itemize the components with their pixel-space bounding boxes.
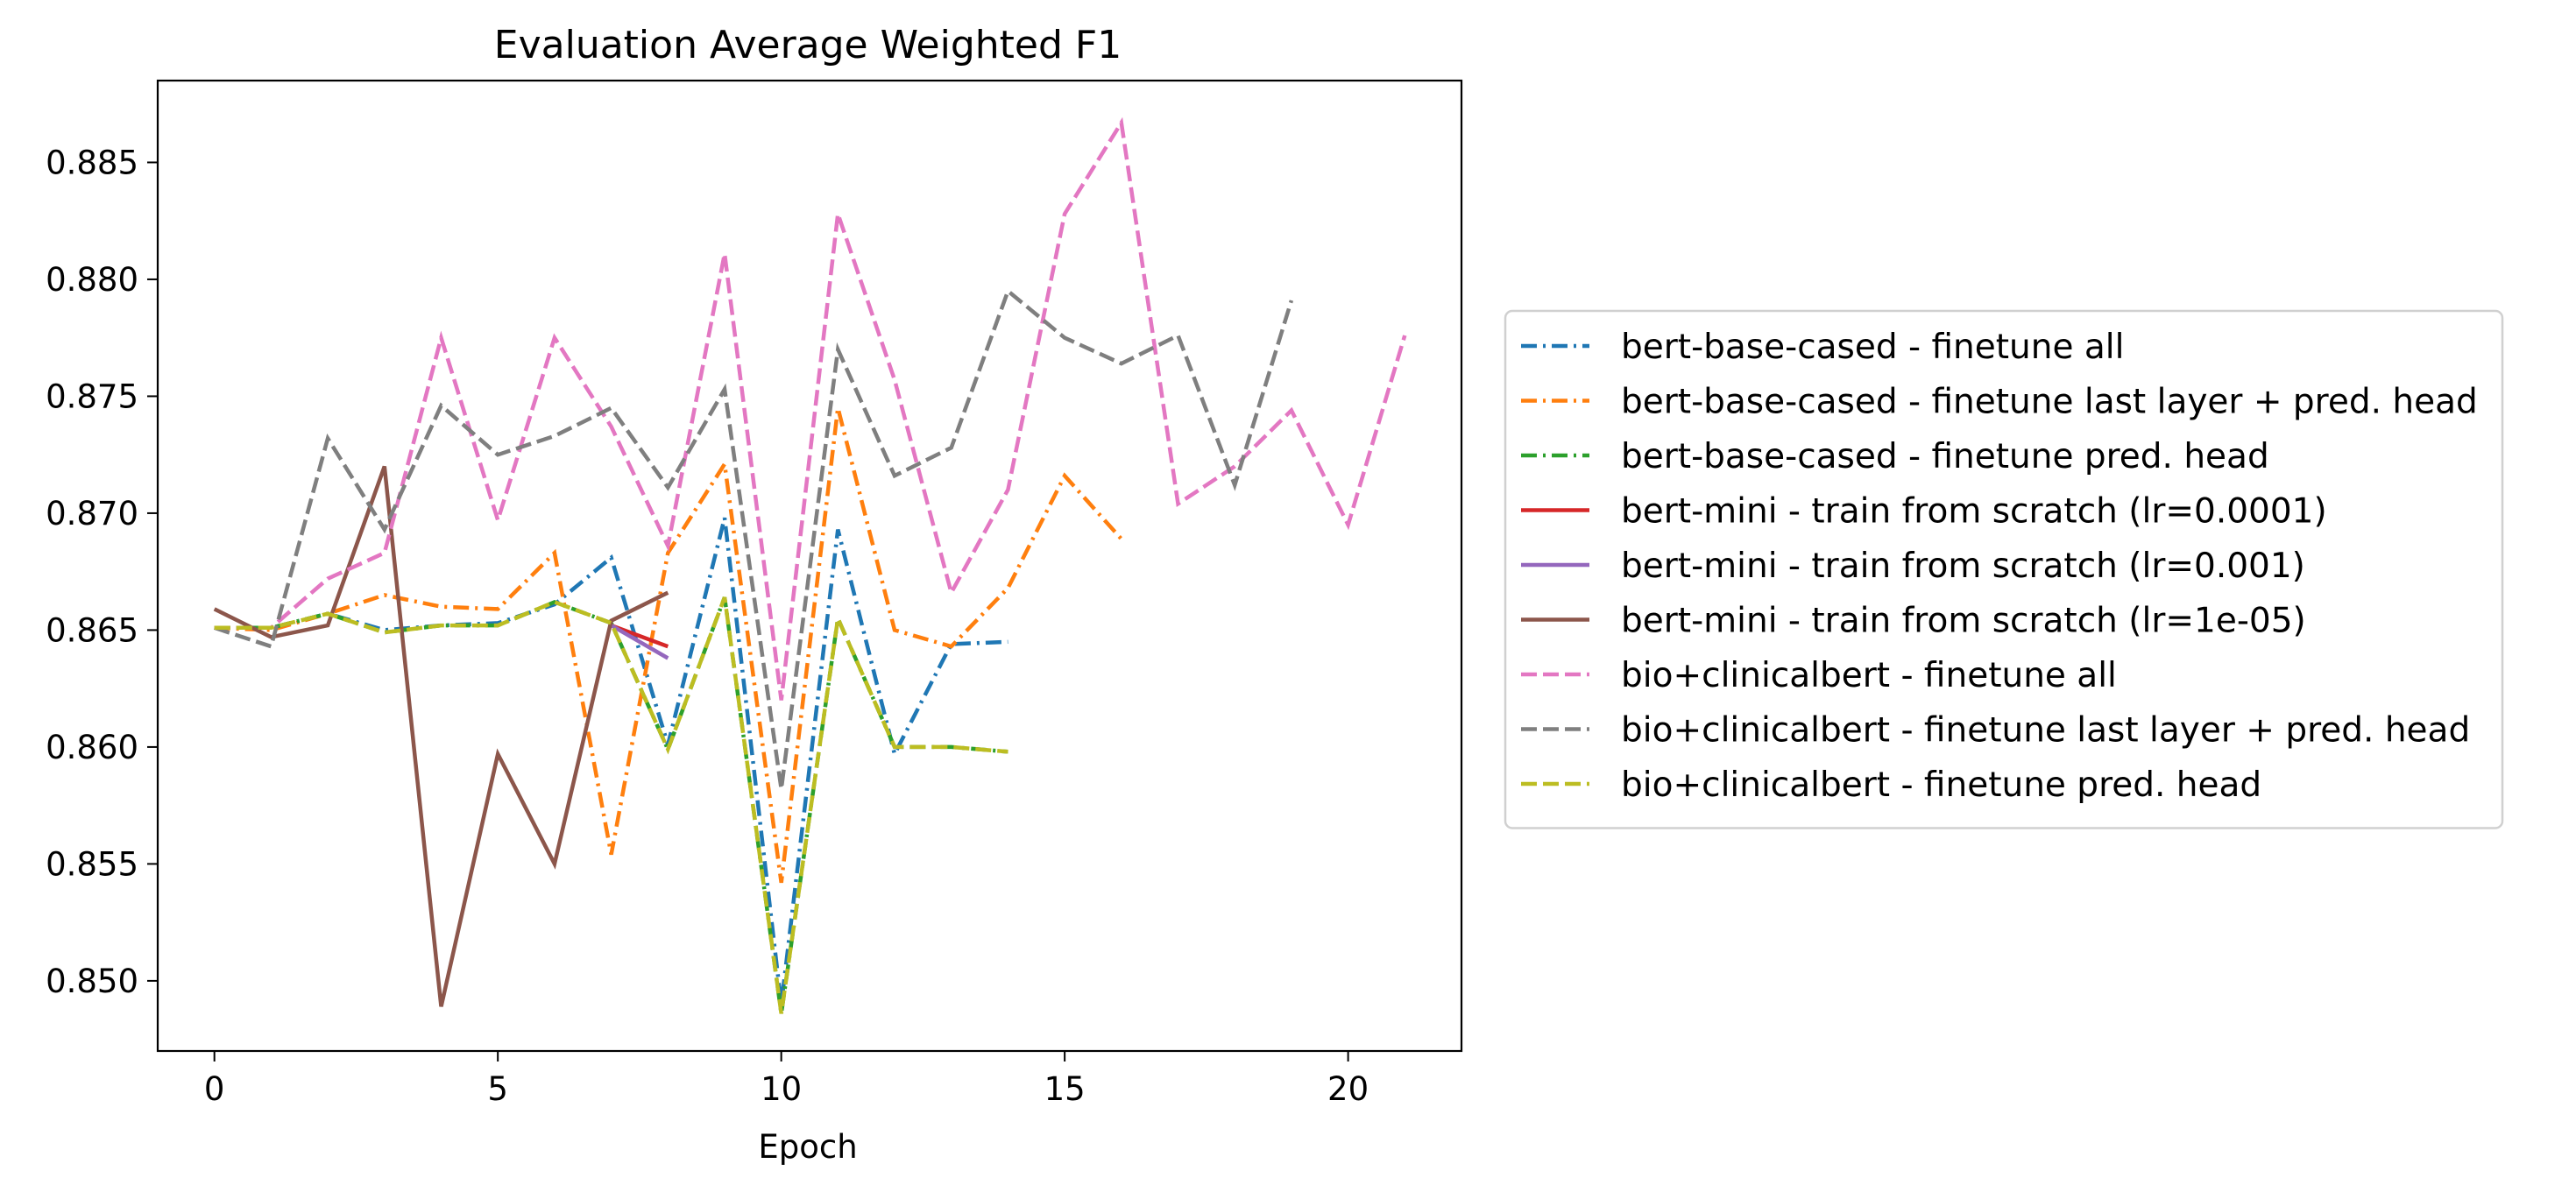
y-tick-label: 0.850 [46, 963, 138, 1000]
y-tick-label: 0.875 [46, 377, 138, 415]
plot-area: 0 5 10 15 20 0.850 0.855 0.860 0.865 0.870 0.875 0.… [46, 79, 1463, 1108]
y-tick-label: 0.855 [46, 845, 138, 883]
legend-label: bert-mini - train from scratch (lr=0.000… [1621, 492, 2327, 532]
legend-label: bert-base-cased - finetune last layer + … [1621, 383, 2478, 422]
x-tick-label: 5 [487, 1070, 508, 1108]
chart-title: Evaluation Average Weighted F1 [494, 23, 1122, 67]
y-tick-label: 0.880 [46, 261, 138, 299]
series-line-6 [214, 116, 1407, 701]
series-line-8 [214, 596, 1008, 1014]
legend-label: bio+clinicalbert - finetune all [1621, 656, 2117, 695]
series-line-7 [213, 287, 1294, 790]
legend-label: bert-mini - train from scratch (lr=0.001… [1621, 547, 2305, 586]
series-line-5 [213, 465, 669, 1007]
legend-label: bert-mini - train from scratch (lr=1e-05… [1621, 602, 2306, 641]
x-tick-label: 0 [204, 1070, 225, 1108]
x-tick-label: 20 [1327, 1070, 1369, 1108]
legend-label: bio+clinicalbert - finetune pred. head [1621, 765, 2261, 805]
axes-frame [156, 79, 1463, 1053]
y-tick-label: 0.865 [46, 611, 138, 649]
y-tick-label: 0.860 [46, 729, 138, 766]
x-tick-label: 10 [761, 1070, 802, 1108]
legend-label: bio+clinicalbert - finetune last layer +… [1621, 711, 2470, 751]
series-line-4 [610, 624, 669, 660]
legend-label: bert-base-cased - finetune pred. head [1621, 437, 2269, 476]
y-tick-label: 0.870 [46, 495, 138, 533]
x-axis-label: Epoch [758, 1128, 857, 1166]
legend-label: bert-base-cased - finetune all [1621, 328, 2124, 367]
legend-box [1504, 309, 2504, 829]
legend: bert-base-cased - finetune all bert-base-… [1504, 309, 2504, 829]
series-line-1 [214, 407, 1123, 884]
x-tick-label: 15 [1044, 1070, 1086, 1108]
y-tick-label: 0.885 [46, 144, 138, 181]
